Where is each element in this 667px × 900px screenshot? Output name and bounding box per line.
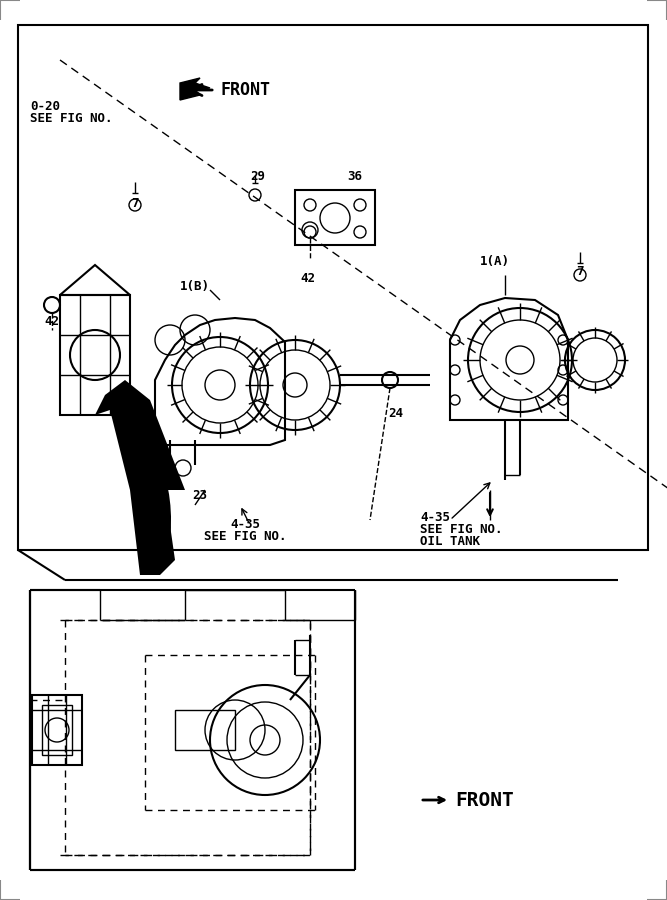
Text: 36: 36 (348, 170, 362, 183)
Text: 1(B): 1(B) (180, 280, 210, 293)
Bar (32, 695, 82, 765)
Text: OIL TANK: OIL TANK (420, 535, 480, 548)
Text: 42: 42 (45, 315, 59, 328)
Text: 0-20: 0-20 (30, 100, 60, 113)
Text: 4-35: 4-35 (420, 511, 450, 524)
Bar (175, 710, 235, 750)
Text: SEE FIG NO.: SEE FIG NO. (203, 530, 286, 543)
Bar (60, 295, 130, 415)
Bar (295, 190, 375, 245)
Text: FRONT: FRONT (220, 81, 270, 99)
Text: 7: 7 (131, 197, 139, 210)
Text: FRONT: FRONT (455, 790, 514, 809)
Text: SEE FIG NO.: SEE FIG NO. (420, 523, 502, 536)
Text: 42: 42 (301, 272, 315, 285)
Polygon shape (180, 78, 210, 100)
Text: 23: 23 (193, 489, 207, 502)
Text: 4-35: 4-35 (230, 518, 260, 531)
Text: 7: 7 (576, 265, 584, 278)
Text: 29: 29 (251, 170, 265, 183)
Polygon shape (95, 380, 185, 575)
Text: 24: 24 (388, 407, 403, 420)
Bar (42, 705, 72, 755)
Text: 1(A): 1(A) (480, 255, 510, 268)
Text: SEE FIG NO.: SEE FIG NO. (30, 112, 113, 125)
Bar (18, 25, 648, 550)
